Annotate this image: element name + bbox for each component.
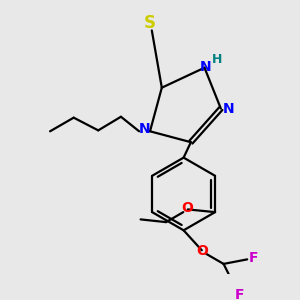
Text: S: S [144, 14, 156, 32]
Text: N: N [222, 102, 234, 116]
Text: F: F [234, 288, 244, 300]
Text: F: F [249, 251, 258, 266]
Text: H: H [212, 53, 222, 66]
Text: N: N [139, 122, 150, 136]
Text: N: N [200, 60, 211, 74]
Text: O: O [197, 244, 208, 258]
Text: O: O [181, 202, 193, 215]
